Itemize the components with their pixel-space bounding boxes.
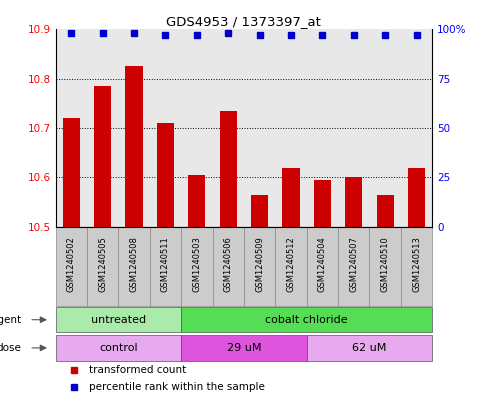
Bar — [275, 227, 307, 306]
Bar — [345, 177, 362, 227]
Bar — [87, 227, 118, 306]
Text: untreated: untreated — [91, 315, 146, 325]
Bar — [401, 227, 432, 306]
Text: GSM1240503: GSM1240503 — [192, 236, 201, 292]
Bar — [118, 29, 150, 227]
Bar — [314, 180, 331, 227]
Bar — [244, 227, 275, 306]
Text: transformed count: transformed count — [89, 365, 187, 375]
Bar — [338, 29, 369, 227]
Bar — [181, 29, 213, 227]
Bar — [220, 111, 237, 227]
Text: GSM1240507: GSM1240507 — [349, 236, 358, 292]
Bar — [408, 167, 425, 227]
Text: GSM1240512: GSM1240512 — [286, 236, 296, 292]
Text: GSM1240510: GSM1240510 — [381, 236, 390, 292]
Text: dose: dose — [0, 343, 22, 353]
Bar — [338, 227, 369, 306]
Bar — [275, 29, 307, 227]
Text: GSM1240513: GSM1240513 — [412, 236, 421, 292]
Bar — [94, 86, 111, 227]
Bar — [401, 29, 432, 227]
Bar — [307, 29, 338, 227]
Bar — [213, 227, 244, 306]
Bar — [87, 29, 118, 227]
Bar — [126, 66, 142, 227]
Bar — [307, 335, 432, 361]
Text: GSM1240504: GSM1240504 — [318, 236, 327, 292]
Text: cobalt chloride: cobalt chloride — [265, 315, 348, 325]
Text: GSM1240508: GSM1240508 — [129, 236, 139, 292]
Bar — [63, 118, 80, 227]
Bar — [150, 29, 181, 227]
Title: GDS4953 / 1373397_at: GDS4953 / 1373397_at — [167, 15, 321, 28]
Bar — [251, 195, 268, 227]
Bar — [307, 227, 338, 306]
Bar — [56, 307, 181, 332]
Text: 29 uM: 29 uM — [227, 343, 261, 353]
Bar — [188, 175, 205, 227]
Text: GSM1240509: GSM1240509 — [255, 236, 264, 292]
Text: GSM1240502: GSM1240502 — [67, 236, 76, 292]
Bar — [56, 227, 87, 306]
Text: GSM1240505: GSM1240505 — [98, 236, 107, 292]
Bar — [283, 167, 299, 227]
Bar — [181, 227, 213, 306]
Bar — [213, 29, 244, 227]
Bar — [369, 227, 401, 306]
Bar — [150, 227, 181, 306]
Text: 62 uM: 62 uM — [352, 343, 387, 353]
Bar — [56, 335, 181, 361]
Text: agent: agent — [0, 315, 22, 325]
Bar — [377, 195, 394, 227]
Bar — [157, 123, 174, 227]
Text: control: control — [99, 343, 138, 353]
Bar — [56, 29, 87, 227]
Bar — [181, 307, 432, 332]
Bar — [369, 29, 401, 227]
Bar — [244, 29, 275, 227]
Bar — [181, 335, 307, 361]
Text: GSM1240511: GSM1240511 — [161, 236, 170, 292]
Bar — [118, 227, 150, 306]
Text: percentile rank within the sample: percentile rank within the sample — [89, 382, 265, 392]
Text: GSM1240506: GSM1240506 — [224, 236, 233, 292]
